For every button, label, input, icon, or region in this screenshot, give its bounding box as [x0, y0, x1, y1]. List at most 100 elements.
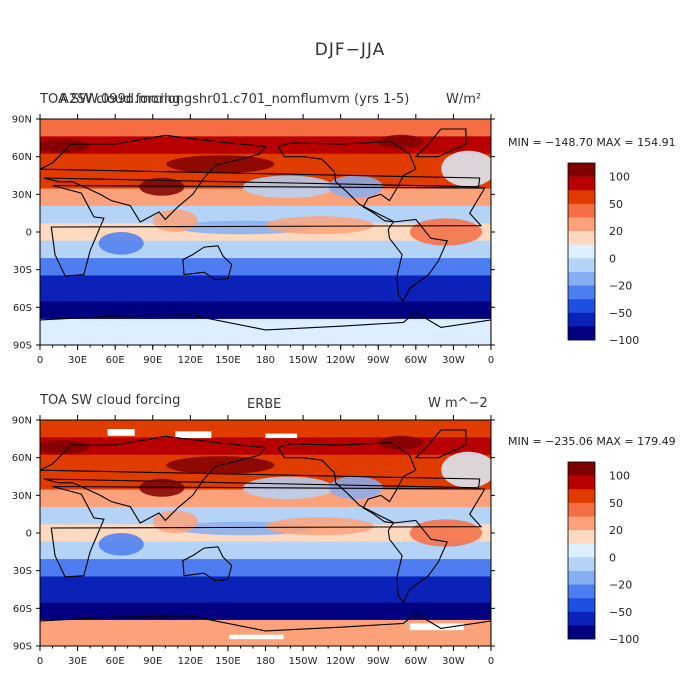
colorbar-swatch — [568, 203, 595, 218]
field-band — [40, 637, 491, 646]
field-band — [40, 205, 491, 216]
lon-label: 90E — [143, 656, 162, 667]
panel1-minmax: MIN = −148.70 MAX = 154.91 — [508, 136, 676, 149]
colorbar-label: 0 — [609, 551, 616, 564]
coastline — [414, 128, 467, 158]
field-band — [40, 619, 491, 630]
coastline — [40, 435, 481, 524]
missing-data-patch — [107, 429, 135, 436]
missing-data-patch — [175, 431, 212, 439]
colorbar-swatch — [568, 611, 595, 626]
field-band — [40, 171, 491, 181]
colorbar-swatch — [568, 543, 595, 558]
lon-label: 120E — [178, 355, 203, 366]
colorbar-label: −50 — [609, 606, 632, 619]
lon-label: 30E — [68, 355, 87, 366]
coastline — [40, 134, 481, 223]
lat-label: 0 — [26, 228, 32, 239]
lon-label: 0 — [488, 355, 494, 366]
field-blob — [139, 478, 185, 497]
colorbar-swatch — [568, 557, 595, 572]
colorbar-label: −100 — [609, 633, 639, 646]
field-blob — [265, 216, 374, 235]
lat-label: 0 — [26, 529, 32, 540]
lat-label: 60S — [13, 604, 32, 615]
field-band — [40, 327, 491, 337]
colorbar-label: 20 — [609, 524, 623, 537]
colorbar-frame — [567, 461, 596, 640]
panel2-units: W m^−2 — [428, 396, 488, 411]
lat-label: 90S — [13, 642, 32, 653]
colorbar-swatch — [568, 530, 595, 544]
field-band — [40, 214, 491, 224]
field-blob — [139, 177, 185, 196]
field-band — [40, 506, 491, 517]
field-blob — [441, 150, 491, 187]
colorbar-swatch — [568, 258, 595, 273]
field-band — [40, 127, 491, 137]
lat-label: 90N — [12, 115, 32, 126]
field-blob — [98, 232, 144, 255]
colorbar-swatch — [568, 462, 595, 476]
lon-label: 120E — [178, 656, 203, 667]
field-band — [40, 585, 491, 595]
field-band — [40, 284, 491, 294]
colorbar-label: −20 — [609, 280, 632, 293]
field-band — [40, 310, 491, 320]
field-blob — [98, 533, 144, 556]
lon-label: 30E — [68, 656, 87, 667]
field-band — [40, 266, 491, 277]
panel1-left-title: TOA SW cloud forcing — [40, 92, 181, 107]
field-blob — [40, 440, 90, 454]
colorbar-swatch — [568, 326, 595, 341]
field-band — [40, 593, 491, 604]
coastline — [182, 245, 233, 281]
field-band — [40, 533, 491, 543]
lon-label: 150W — [289, 656, 318, 667]
field-band — [40, 119, 491, 129]
field-band — [40, 232, 491, 242]
colorbar-label: 20 — [609, 225, 623, 238]
missing-data-patch — [265, 433, 298, 439]
lon-label: 60E — [106, 656, 125, 667]
field-band — [40, 136, 491, 146]
missing-data-patch — [409, 623, 464, 631]
field-band — [40, 428, 491, 438]
coastline — [40, 311, 491, 345]
colorbar-swatch — [568, 625, 595, 640]
field-band — [40, 258, 491, 268]
field-band — [40, 576, 491, 586]
field-blob — [409, 218, 482, 246]
lon-label: 30W — [442, 656, 465, 667]
colorbar-frame — [567, 162, 596, 341]
lat-label: 30N — [12, 491, 32, 502]
lon-label: 180 — [256, 355, 275, 366]
field-band — [40, 275, 491, 285]
colorbar-label: 50 — [609, 497, 623, 510]
lat-label: 60S — [13, 303, 32, 314]
coastline — [40, 612, 491, 646]
lat-label: 60N — [12, 152, 32, 163]
field-band — [40, 628, 491, 638]
colorbar-swatch — [568, 584, 595, 599]
lon-label: 90E — [143, 355, 162, 366]
lon-label: 150E — [215, 656, 240, 667]
colorbar-swatch — [568, 176, 595, 191]
field-blob — [378, 134, 424, 149]
lon-label: 90W — [367, 355, 390, 366]
colorbar-swatch — [568, 598, 595, 613]
field-band — [40, 420, 491, 430]
colorbar-swatch — [568, 271, 595, 286]
lon-label: 60W — [405, 656, 428, 667]
colorbar-label: 100 — [609, 171, 630, 184]
panel1-center-title: A2SW.099d.morlongshr01.c701_nomflumvm (y… — [60, 92, 410, 107]
colorbar-swatch — [568, 190, 595, 205]
coastline — [414, 429, 467, 459]
colorbar-swatch — [568, 231, 595, 245]
colorbar-label: 100 — [609, 470, 630, 483]
coastline — [387, 218, 448, 303]
lon-label: 150W — [289, 355, 318, 366]
lon-label: 60E — [106, 355, 125, 366]
field-band — [40, 292, 491, 303]
